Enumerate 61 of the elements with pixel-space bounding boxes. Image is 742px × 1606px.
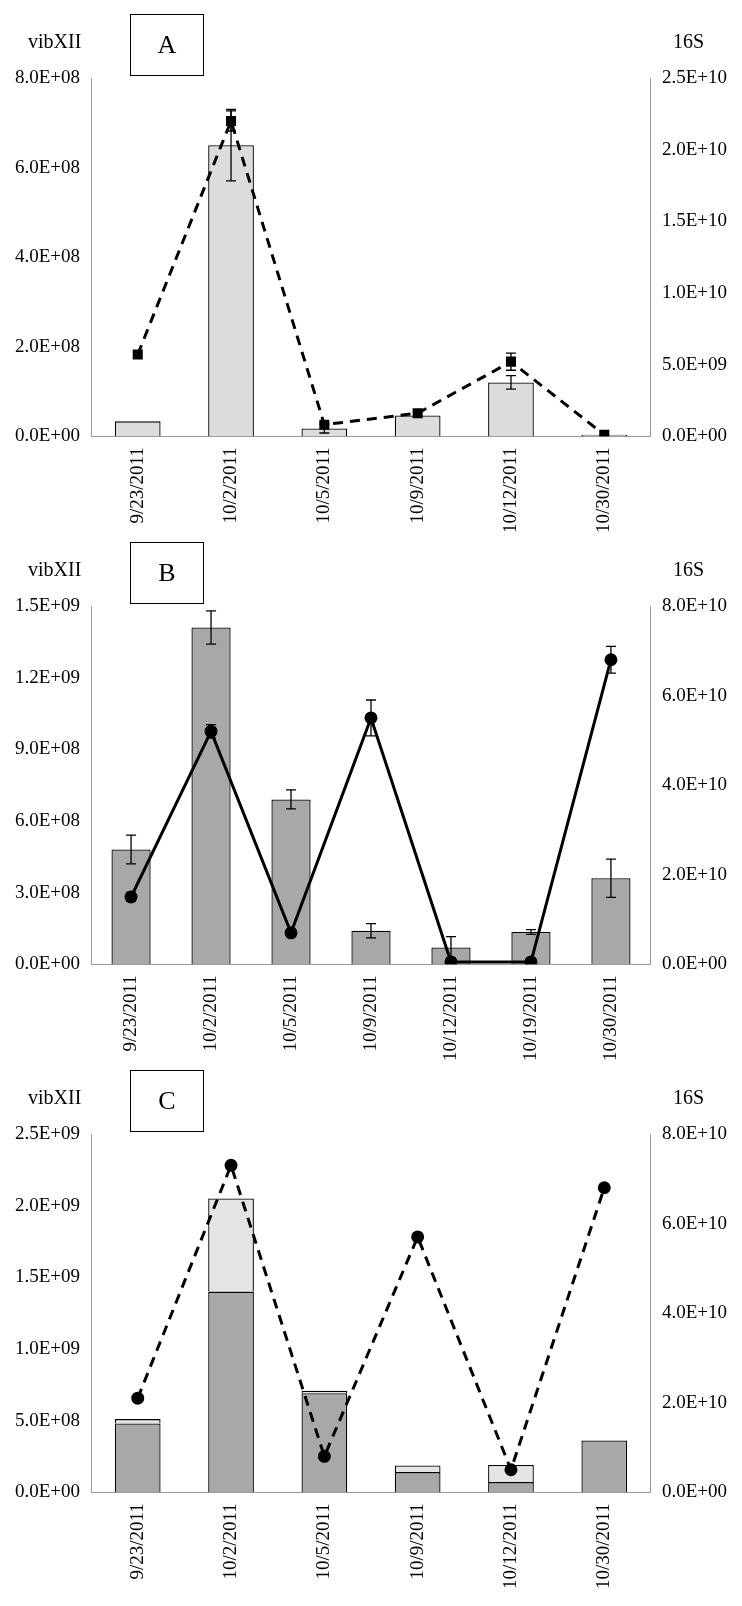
y-axis-title: vibXII [28, 1086, 82, 1109]
y-tick-label: 1.5E+09 [14, 593, 81, 615]
y-tick-label: 3.0E+08 [14, 880, 81, 902]
x-tick-label: 10/30/2011 [598, 975, 620, 1062]
y2-axis-title: 16S [672, 558, 704, 581]
y2-tick-label: 2.0E+10 [661, 1390, 728, 1412]
y2-tick-label: 4.0E+10 [661, 773, 728, 795]
y-tick-label: 2.0E+08 [14, 334, 81, 356]
y2-tick-label: 5.0E+09 [661, 352, 728, 374]
y-tick-label: 5.0E+08 [14, 1408, 81, 1430]
x-tick-label: 10/12/2011 [498, 1503, 520, 1590]
y-tick-label: 1.2E+09 [14, 665, 81, 687]
x-tick-label: 9/23/2011 [125, 1503, 147, 1580]
chart-title: C [130, 1070, 204, 1132]
y2-tick-label: 6.0E+10 [661, 683, 728, 705]
x-tick-label: 10/9/2011 [405, 447, 427, 524]
y-tick-label: 1.5E+09 [14, 1265, 81, 1287]
x-tick-label: 10/5/2011 [279, 975, 300, 1052]
x-tick-label: 10/5/2011 [312, 447, 334, 524]
x-tick-label: 10/30/2011 [592, 1503, 614, 1590]
y2-tick-label: 2.0E+10 [661, 862, 728, 884]
x-tick-label: 10/2/2011 [219, 447, 241, 524]
y2-tick-label: 1.5E+10 [661, 209, 728, 231]
x-tick-label: 10/9/2011 [405, 1503, 427, 1580]
y2-tick-label: 8.0E+10 [661, 1121, 728, 1143]
y-tick-label: 9.0E+08 [14, 737, 81, 759]
y2-tick-label: 1.0E+10 [661, 280, 728, 302]
y2-tick-label: 8.0E+10 [661, 593, 728, 615]
y-tick-label: 2.5E+09 [14, 1121, 81, 1143]
y2-tick-label: 2.5E+10 [661, 65, 728, 87]
chart-title: A [130, 14, 204, 76]
x-tick-label: 10/30/2011 [592, 447, 614, 534]
x-tick-label: 10/19/2011 [518, 975, 540, 1062]
y-axis-title: vibXII [28, 558, 82, 581]
x-tick-label: 9/23/2011 [119, 975, 141, 1052]
x-tick-label: 10/2/2011 [219, 1503, 241, 1580]
y-tick-label: 0.0E+00 [14, 952, 81, 974]
y-tick-label: 1.0E+09 [14, 1336, 81, 1358]
x-tick-label: 10/5/2011 [312, 1503, 334, 1580]
x-tick-label: 10/12/2011 [498, 447, 520, 534]
y-tick-label: 6.0E+08 [14, 155, 81, 177]
y-tick-label: 6.0E+08 [14, 808, 81, 830]
x-tick-label: 10/9/2011 [358, 975, 380, 1052]
y2-tick-label: 0.0E+00 [661, 424, 728, 446]
y2-axis-title: 16S [672, 1086, 704, 1109]
y-axis-title: vibXII [28, 30, 82, 53]
y-tick-label: 8.0E+08 [14, 65, 81, 87]
y2-tick-label: 4.0E+10 [661, 1301, 728, 1323]
x-tick-label: 9/23/2011 [125, 447, 147, 524]
chart-title: B [130, 542, 204, 604]
x-tick-label: 10/2/2011 [199, 975, 221, 1052]
x-tick-label: 10/12/2011 [438, 975, 460, 1062]
y2-tick-label: 6.0E+10 [661, 1211, 728, 1233]
y2-tick-label: 0.0E+00 [661, 1480, 728, 1502]
y2-axis-title: 16S [672, 30, 704, 53]
y-tick-label: 4.0E+08 [14, 245, 81, 267]
y-tick-label: 0.0E+00 [14, 1480, 81, 1502]
y-tick-label: 2.0E+09 [14, 1193, 81, 1215]
y2-tick-label: 2.0E+10 [661, 137, 728, 159]
y-tick-label: 0.0E+00 [14, 424, 81, 446]
y2-tick-label: 0.0E+00 [661, 952, 728, 974]
